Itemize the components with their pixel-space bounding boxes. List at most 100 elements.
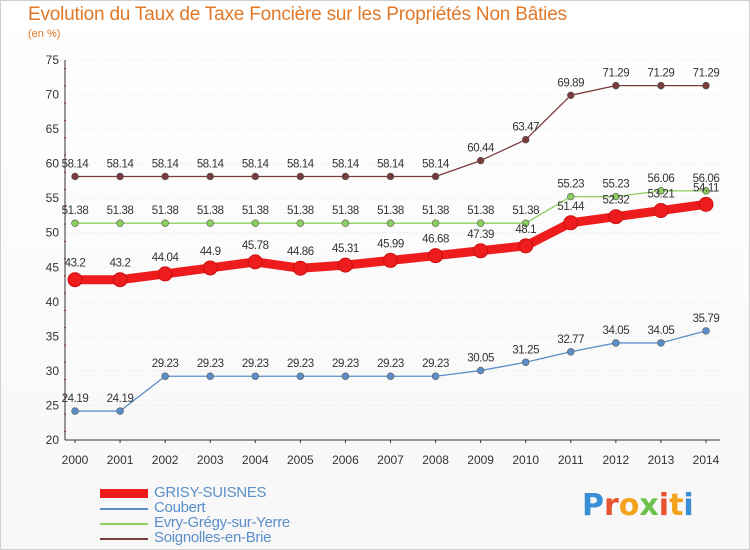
y-tick-label: 50	[46, 226, 60, 240]
data-label: 58.14	[332, 158, 360, 170]
data-label: 51.38	[287, 205, 314, 217]
x-tick-label: 2013	[648, 453, 675, 467]
data-label: 58.14	[107, 158, 135, 170]
data-point	[161, 172, 169, 181]
data-label: 63.47	[512, 122, 539, 134]
x-tick-label: 2004	[242, 453, 269, 467]
data-label: 45.99	[377, 238, 404, 250]
data-point	[341, 219, 350, 227]
data-point	[386, 372, 395, 380]
data-label: 51.38	[152, 205, 179, 217]
data-label: 31.25	[512, 344, 539, 356]
x-tick-label: 2012	[603, 453, 630, 467]
data-point	[522, 135, 530, 144]
data-label: 34.05	[602, 325, 629, 337]
x-tick-label: 2010	[512, 453, 539, 467]
data-label: 24.19	[62, 393, 89, 405]
data-point	[71, 219, 79, 227]
data-point	[337, 257, 353, 273]
data-point	[157, 266, 173, 282]
data-point	[476, 156, 485, 165]
data-point	[206, 219, 214, 227]
legend-label: Coubert	[154, 499, 206, 516]
data-point	[202, 260, 218, 276]
y-tick-label: 35	[46, 329, 60, 343]
data-label: 45.78	[242, 240, 269, 252]
legend-swatch	[100, 538, 148, 540]
data-point	[563, 215, 579, 231]
data-point	[567, 91, 575, 100]
data-label: 55.23	[557, 179, 584, 191]
data-point	[341, 172, 350, 181]
data-label: 58.14	[422, 158, 450, 170]
x-tick-label: 2001	[107, 453, 134, 467]
x-tick-label: 2009	[467, 453, 494, 467]
data-label: 29.23	[332, 358, 359, 370]
data-point	[657, 339, 665, 347]
data-label: 58.14	[287, 158, 315, 170]
data-point	[296, 219, 305, 227]
data-label: 71.29	[648, 68, 675, 80]
data-label: 35.79	[693, 313, 720, 325]
data-point	[67, 272, 83, 288]
y-tick-label: 55	[46, 191, 60, 205]
y-tick-label: 65	[46, 122, 60, 136]
data-point	[522, 219, 530, 227]
data-label: 56.06	[693, 173, 720, 185]
data-point	[161, 372, 169, 380]
data-label: 30.05	[467, 353, 494, 365]
legend-label: GRISY-SUISNES	[154, 484, 267, 501]
data-label: 29.23	[242, 358, 269, 370]
proxiti-logo: Proxiti	[582, 488, 694, 523]
data-label: 58.14	[197, 158, 225, 170]
data-label: 71.29	[602, 68, 629, 80]
x-tick-label: 2005	[287, 453, 314, 467]
x-tick-label: 2000	[62, 453, 89, 467]
legend-label: Soignolles-en-Brie	[154, 529, 272, 546]
y-axis-unit: (en %)	[28, 28, 61, 40]
data-point	[341, 372, 350, 380]
data-label: 55.23	[602, 179, 629, 191]
data-label: 58.14	[377, 158, 405, 170]
data-point	[386, 172, 395, 181]
data-point	[251, 172, 259, 181]
data-label: 69.89	[557, 77, 584, 89]
data-label: 58.14	[152, 158, 180, 170]
data-point	[476, 219, 485, 227]
data-point	[653, 203, 669, 219]
data-point	[431, 372, 440, 380]
data-point	[612, 192, 620, 201]
data-point	[71, 407, 79, 415]
data-point	[116, 172, 124, 181]
data-label: 43.2	[110, 258, 131, 270]
data-label: 58.14	[242, 158, 270, 170]
x-tick-label: 2007	[377, 453, 404, 467]
data-label: 45.31	[332, 243, 359, 255]
data-label: 34.05	[648, 325, 675, 337]
data-label: 29.23	[197, 358, 224, 370]
data-point	[428, 248, 444, 264]
data-point	[251, 219, 259, 227]
data-point	[206, 372, 214, 380]
data-point	[657, 81, 665, 90]
data-label: 51.44	[557, 201, 585, 213]
data-point	[296, 172, 305, 181]
data-point	[608, 209, 624, 225]
data-point	[431, 219, 440, 227]
y-tick-label: 30	[46, 364, 60, 378]
data-point	[698, 196, 714, 212]
data-label: 29.23	[152, 358, 179, 370]
data-label: 48.1	[515, 224, 536, 236]
x-tick-label: 2014	[693, 453, 720, 467]
data-label: 51.38	[467, 205, 494, 217]
data-point	[567, 192, 575, 201]
data-label: 46.68	[422, 234, 449, 246]
data-label: 29.23	[422, 358, 449, 370]
data-label: 44.86	[287, 246, 314, 258]
x-tick-label: 2006	[332, 453, 359, 467]
y-tick-label: 20	[46, 433, 60, 447]
data-label: 71.29	[693, 68, 720, 80]
data-label: 53.21	[648, 189, 675, 201]
data-label: 51.38	[422, 205, 449, 217]
